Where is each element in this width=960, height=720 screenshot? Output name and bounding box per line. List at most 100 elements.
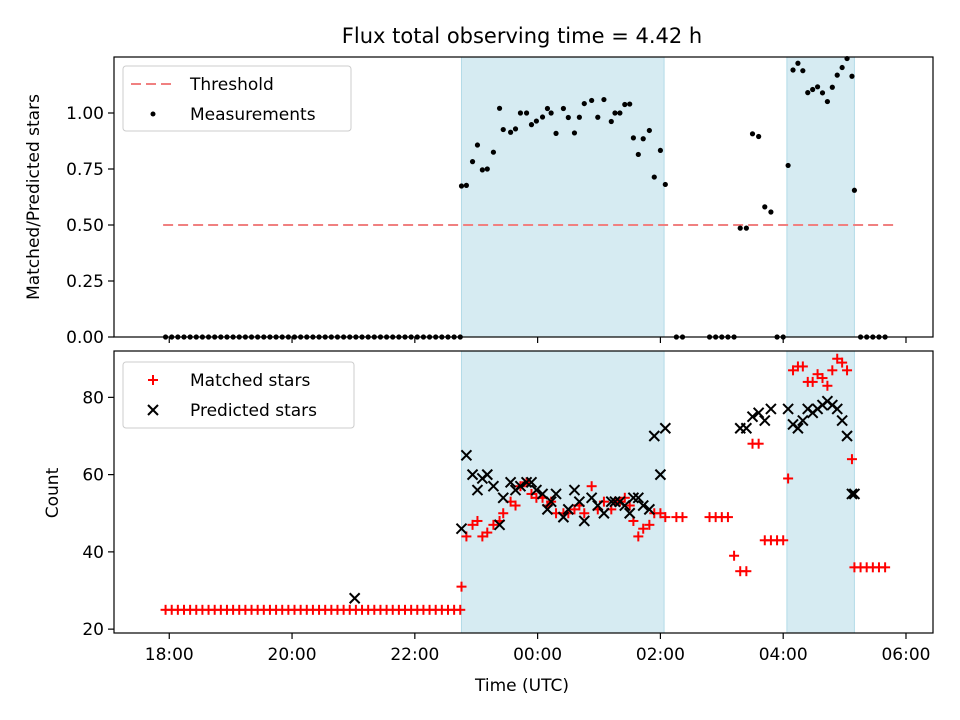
measurement-point [785, 162, 791, 169]
predicted-star-marker [643, 503, 656, 516]
matched-star-marker [753, 438, 764, 449]
predicted-star-marker [841, 430, 853, 442]
shaded-interval [786, 56, 855, 338]
predicted-star-marker [460, 449, 473, 462]
predicted-star-marker [585, 492, 598, 504]
measurement-point [553, 130, 559, 136]
y-tick-label: 80 [82, 388, 104, 408]
y-tick-label: 0.50 [66, 216, 104, 236]
measurement-point [795, 60, 801, 66]
matched-star-marker [827, 365, 838, 376]
measurement-point [829, 84, 835, 90]
predicted-star-marker [792, 422, 804, 434]
predicted-star-marker [627, 492, 640, 504]
measurement-point [565, 114, 571, 121]
x-tick-label: 20:00 [268, 645, 317, 665]
bottom-shaded-intervals [460, 350, 855, 634]
measurement-point [490, 149, 497, 155]
x-tick-label: 22:00 [390, 645, 439, 665]
measurement-point [627, 101, 633, 107]
top-legend: Threshold Measurements [122, 65, 352, 132]
matched-star-marker [783, 473, 794, 484]
predicted-star-marker [481, 468, 493, 481]
measurement-point [657, 147, 664, 154]
matched-star-marker [837, 357, 848, 368]
measurement-point [635, 151, 641, 158]
predicted-star-marker [348, 592, 361, 604]
y-tick-label: 0.00 [66, 328, 104, 348]
measurement-point [743, 225, 749, 231]
legend-predicted-label: Predicted stars [190, 401, 317, 421]
measurement-point [630, 135, 636, 141]
measurement-point [523, 110, 530, 116]
measurement-point [617, 110, 623, 116]
measurement-point [646, 127, 652, 134]
measurement-point [474, 142, 481, 148]
predicted-star-marker [637, 499, 649, 512]
matched-star-marker [638, 523, 649, 534]
measurement-point [834, 72, 840, 78]
matched-star-marker [455, 604, 466, 615]
x-axis-label: Time (UTC) [474, 676, 569, 696]
top-panel: 0.00 0.25 0.50 0.75 1.00 Matched/Predicted s… [24, 55, 934, 348]
measurement-point [560, 105, 567, 112]
top-shaded-intervals [460, 56, 855, 338]
legend-predicted-swatch [147, 404, 159, 416]
predicted-star-marker [514, 480, 527, 492]
predicted-star-marker [797, 414, 809, 427]
measurement-point [851, 187, 858, 193]
measurement-point [539, 114, 546, 120]
matched-star-marker [846, 454, 857, 465]
predicted-star-marker [550, 488, 562, 500]
matched-star-marker [633, 531, 644, 542]
top-y-axis-label: Matched/Predicted stars [24, 94, 44, 300]
measurement-point [469, 159, 476, 165]
predicted-star-marker [471, 484, 484, 496]
measurement-point [581, 100, 587, 107]
measurement-point [768, 209, 774, 215]
predicted-star-marker [759, 414, 771, 427]
matched-star-marker [677, 512, 688, 523]
matched-star-marker [644, 519, 655, 530]
bottom-legend: Matched stars Predicted stars [122, 361, 355, 429]
x-tick-label: 00:00 [513, 645, 562, 665]
predicted-star-marker [648, 430, 660, 442]
measurement-point [496, 105, 503, 111]
matched-star-marker [498, 508, 509, 519]
measurement-point [595, 114, 601, 120]
matched-star-marker [722, 512, 733, 523]
matched-star-marker [797, 361, 808, 372]
top-axes-frame [113, 56, 934, 338]
measurement-point [500, 126, 506, 133]
measurement-point [762, 204, 768, 210]
measurement-point [484, 166, 490, 172]
predicted-star-marker [848, 488, 861, 500]
shaded-interval [460, 56, 665, 338]
measurement-point [651, 174, 657, 180]
x-tick-label: 04:00 [759, 645, 808, 665]
legend-measurements-label: Measurements [190, 105, 316, 125]
top-legend-box [122, 65, 352, 132]
matched-star-marker [817, 373, 828, 384]
measurement-point [612, 110, 618, 116]
measurement-point [479, 167, 485, 173]
measurement-point [814, 84, 821, 90]
measurement-point [576, 114, 582, 120]
matched-star-marker [510, 500, 521, 511]
predicted-star-marker [740, 422, 753, 434]
measurement-point [849, 73, 855, 79]
measurement-point [662, 181, 668, 188]
matched-star-marker [456, 581, 467, 592]
measurement-point [737, 225, 743, 231]
measurement-point [824, 98, 831, 105]
predicted-star-marker [592, 499, 604, 512]
predicted-star-marker [624, 507, 636, 519]
predicted-star-marker [504, 476, 517, 489]
matched-star-marker [842, 365, 853, 376]
measurement-point [508, 129, 514, 135]
legend-matched-swatch [148, 375, 158, 385]
bottom-legend-box [122, 361, 355, 429]
matched-star-marker [822, 380, 833, 391]
predicted-star-marker [497, 492, 509, 504]
measurement-point [458, 183, 465, 189]
